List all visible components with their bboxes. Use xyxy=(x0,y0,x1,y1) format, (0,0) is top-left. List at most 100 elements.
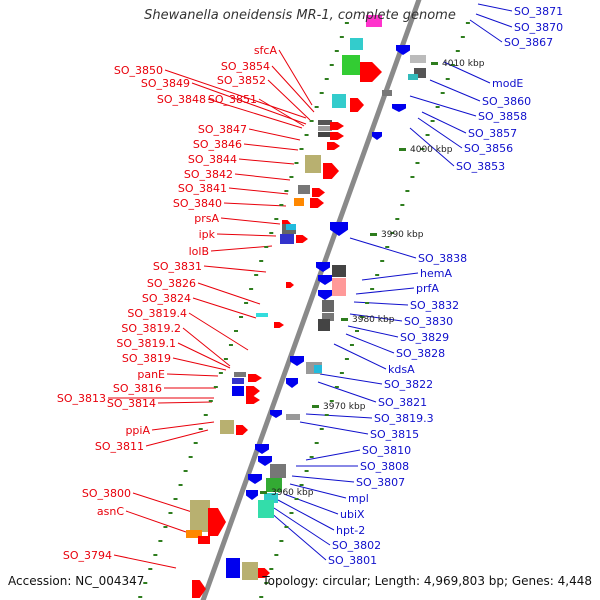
gene-arrow-forward xyxy=(274,322,284,328)
leader-line xyxy=(166,373,219,377)
tick-mark xyxy=(380,260,385,262)
leader-line xyxy=(248,128,301,141)
gene-label-right: hemA xyxy=(420,267,452,280)
gene-label-right: SO_3838 xyxy=(418,252,467,265)
tick-mark xyxy=(415,162,420,164)
gene-label-left: SO_3831 xyxy=(153,260,202,273)
tick-mark xyxy=(198,428,203,430)
gene-arrow-forward xyxy=(312,188,325,197)
leader-line xyxy=(305,449,361,461)
gene-label-left: asnC xyxy=(97,505,124,518)
gene-label-left: lolB xyxy=(189,245,209,258)
leader-line xyxy=(278,49,313,106)
tick-mark xyxy=(355,330,359,332)
tick-mark xyxy=(274,554,279,556)
leader-line xyxy=(469,19,503,43)
tick-mark xyxy=(445,78,450,80)
gene-box xyxy=(322,300,334,312)
gene-label-left: SO_3819.2 xyxy=(121,322,181,335)
tick-mark xyxy=(304,470,309,472)
leader-line xyxy=(291,475,355,483)
leader-line xyxy=(243,143,299,151)
leader-line xyxy=(113,554,177,569)
gene-label-left: prsA xyxy=(194,212,219,225)
tick-mark xyxy=(344,22,349,24)
gene-label-left: SO_3813 xyxy=(57,392,106,405)
gene-arrow-reverse xyxy=(248,474,262,484)
tick-mark xyxy=(269,232,274,234)
gene-box xyxy=(234,372,246,377)
gene-box xyxy=(190,500,210,532)
leader-line xyxy=(216,233,277,237)
kbp-marks: 4010 kbp 4000 kbp 3990 kbp 3980 kbp 3970 kbp… xyxy=(260,59,485,498)
genome-backbone xyxy=(200,0,422,600)
tick-mark xyxy=(193,442,198,444)
gene-arrow-reverse xyxy=(318,275,332,285)
gene-arrow-forward xyxy=(258,568,270,578)
leader-line xyxy=(421,111,467,134)
gene-label-left: SO_3850 xyxy=(114,64,163,77)
gene-box xyxy=(332,94,346,108)
tick-mark xyxy=(208,400,213,402)
tick-mark xyxy=(279,204,284,206)
gene-label-right: SO_3867 xyxy=(504,36,553,49)
leader-line xyxy=(220,217,281,225)
gene-arrow-forward xyxy=(330,132,344,140)
gene-box xyxy=(382,90,392,96)
leader-line xyxy=(347,325,399,338)
kbp-mark-label: 4000 kbp xyxy=(410,145,453,155)
gene-box xyxy=(410,55,426,63)
leader-line xyxy=(283,493,339,515)
tick-mark xyxy=(254,274,259,276)
kbp-mark-label: 4010 kbp xyxy=(442,59,485,69)
gene-label-right: SO_3870 xyxy=(514,21,563,34)
leader-line xyxy=(409,95,477,117)
gene-label-right: SO_3815 xyxy=(370,428,419,441)
gene-label-left: SO_3794 xyxy=(63,549,112,562)
gene-label-right: SO_3832 xyxy=(410,299,459,312)
leader-line xyxy=(475,13,513,28)
gene-box xyxy=(314,365,322,373)
kbp-tick xyxy=(399,148,406,151)
gene-label-left: SO_3849 xyxy=(141,77,190,90)
tick-mark xyxy=(375,274,380,276)
gene-arrow-reverse xyxy=(258,456,272,466)
tick-mark xyxy=(244,302,249,304)
leader-line xyxy=(234,173,291,181)
gene-arrow-reverse xyxy=(270,410,282,418)
tick-mark xyxy=(143,582,148,584)
gene-label-left: SO_3844 xyxy=(188,153,237,166)
kbp-tick xyxy=(341,318,348,321)
tick-mark xyxy=(138,596,143,598)
tick-mark xyxy=(239,316,244,318)
gene-label-left: SO_3819 xyxy=(122,352,171,365)
tick-mark xyxy=(339,36,344,38)
tick-mark xyxy=(249,288,254,290)
gene-box xyxy=(318,319,330,331)
gene-arrow-forward xyxy=(248,374,262,382)
gene-box xyxy=(298,185,310,194)
gene-arrow-reverse xyxy=(316,262,330,272)
tick-mark xyxy=(234,330,238,332)
label-leaders xyxy=(108,3,513,569)
tick-mark xyxy=(314,442,319,444)
gene-label-right: prfA xyxy=(416,282,439,295)
gene-arrow-reverse xyxy=(392,104,406,112)
tick-mark xyxy=(269,568,274,570)
tick-mark xyxy=(289,176,294,178)
leader-line xyxy=(345,333,395,354)
leader-line xyxy=(355,287,415,295)
tick-mark xyxy=(309,456,314,458)
gene-arrow-reverse xyxy=(372,132,382,140)
leader-line xyxy=(361,272,419,281)
tick-mark xyxy=(223,358,228,360)
kbp-tick xyxy=(370,233,377,236)
tick-mark xyxy=(259,596,264,598)
gene-label-right: SO_3857 xyxy=(468,127,517,140)
gene-arrow-reverse xyxy=(286,378,298,388)
tick-mark xyxy=(440,92,445,94)
gene-box xyxy=(332,265,346,277)
gene-label-right: ubiX xyxy=(340,508,365,521)
gene-label-right: SO_3821 xyxy=(378,396,427,409)
gene-label-left: SO_3847 xyxy=(198,123,247,136)
